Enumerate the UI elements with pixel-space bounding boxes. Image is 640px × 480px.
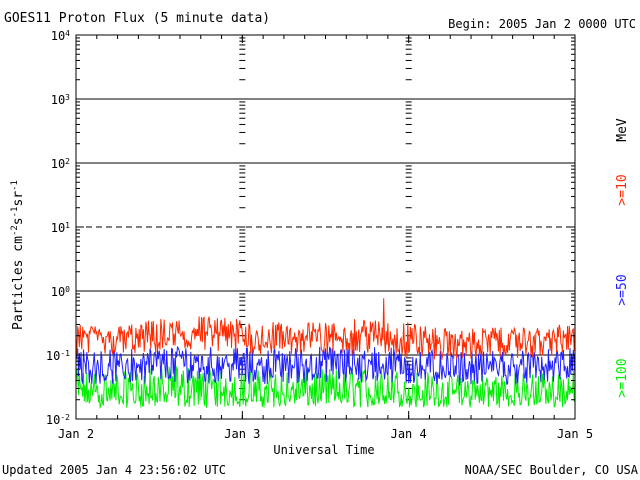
x-tick-label: Jan 4 bbox=[391, 427, 427, 441]
series-layer bbox=[75, 298, 576, 410]
begin-time: Begin: 2005 Jan 2 0000 UTC bbox=[448, 17, 636, 31]
legend-ge10: >=10 bbox=[615, 174, 630, 205]
y-tick-label: 10-1 bbox=[46, 349, 70, 364]
unit-label: MeV bbox=[615, 118, 630, 142]
x-tick-label: Jan 3 bbox=[224, 427, 260, 441]
y-tick-label: 101 bbox=[51, 221, 70, 236]
chart-title: GOES11 Proton Flux (5 minute data) bbox=[4, 11, 270, 26]
credit: NOAA/SEC Boulder, CO USA bbox=[465, 463, 639, 477]
y-tick-label: 10-2 bbox=[46, 413, 70, 428]
y-tick-label: 102 bbox=[51, 157, 70, 172]
x-tick-label: Jan 2 bbox=[58, 427, 94, 441]
series-ge10 bbox=[75, 298, 576, 360]
x-axis-label: Universal Time bbox=[273, 443, 374, 457]
series-ge100 bbox=[75, 365, 576, 410]
updated-time: Updated 2005 Jan 4 23:56:02 UTC bbox=[2, 463, 226, 477]
legend-ge100: >=100 bbox=[615, 358, 630, 397]
series-ge50 bbox=[75, 346, 576, 386]
legend-ge50: >=50 bbox=[615, 274, 630, 305]
y-tick-label: 100 bbox=[51, 285, 70, 300]
y-tick-label: 103 bbox=[51, 93, 70, 108]
x-tick-label: Jan 5 bbox=[557, 427, 593, 441]
y-axis-label: Particles cm-2s-1sr-1 bbox=[10, 180, 26, 330]
y-tick-label: 104 bbox=[51, 29, 70, 44]
